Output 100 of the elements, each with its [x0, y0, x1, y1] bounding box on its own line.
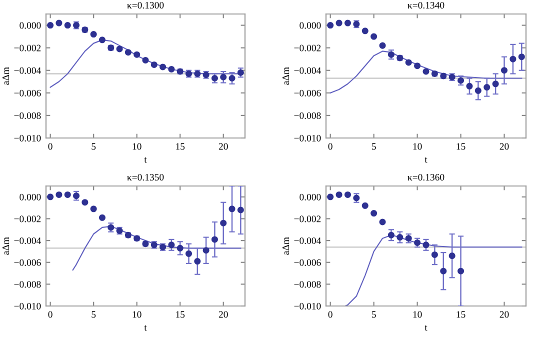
x-tick-label: 10 [413, 311, 422, 318]
point [202, 247, 210, 254]
point [492, 80, 499, 88]
y-tick-label: −0.006 [14, 259, 41, 266]
point [336, 191, 342, 198]
point [448, 252, 456, 260]
x-tick-label: 10 [413, 143, 422, 150]
y-tick-label: −0.002 [14, 216, 41, 222]
point [228, 74, 236, 82]
point [474, 87, 482, 94]
point [108, 224, 114, 231]
x-tick-label: 20 [500, 311, 509, 318]
point [379, 42, 386, 49]
point [211, 236, 218, 243]
point [98, 36, 106, 44]
x-tick-label: 10 [132, 311, 142, 318]
y-tick-label: −0.004 [14, 237, 41, 244]
point [458, 77, 464, 84]
point [370, 33, 378, 40]
point [362, 202, 368, 209]
line-series [330, 50, 522, 94]
point [150, 61, 158, 68]
x-tick-label: 15 [456, 143, 466, 150]
y-tick-label: −0.004 [14, 67, 41, 74]
point [220, 74, 227, 80]
point [414, 62, 421, 70]
line-series [72, 226, 242, 271]
point [362, 28, 368, 34]
point [73, 192, 80, 200]
point [237, 206, 244, 214]
point [370, 210, 378, 217]
y-tick-label: −0.002 [294, 44, 321, 52]
point [327, 22, 334, 29]
point [405, 235, 412, 242]
point [228, 206, 236, 212]
y-tick-label: −0.008 [14, 281, 41, 288]
point [134, 51, 140, 58]
x-tick-label: 15 [456, 311, 466, 318]
x-axis-title: t [144, 157, 147, 163]
point [414, 239, 421, 246]
y-tick-label: 0.000 [20, 22, 41, 29]
y-tick-label: −0.002 [294, 216, 321, 222]
point [422, 242, 430, 248]
point [336, 20, 342, 26]
point [396, 234, 404, 241]
y-tick-label: −0.006 [14, 90, 41, 96]
point [168, 242, 175, 248]
point [64, 22, 71, 29]
x-tick-label: 0 [48, 311, 52, 318]
point [484, 84, 490, 91]
point [422, 68, 430, 75]
x-tick-label: 0 [328, 311, 332, 318]
point [194, 258, 201, 265]
y-tick-label: −0.010 [294, 302, 321, 310]
point [440, 268, 447, 274]
y-tick-label: −0.010 [14, 302, 41, 310]
x-tick-label: 5 [372, 143, 376, 150]
x-axis-title: t [424, 325, 428, 331]
y-tick-label: −0.008 [294, 281, 321, 288]
point [47, 194, 54, 200]
x-tick-label: 5 [92, 143, 96, 150]
x-tick-label: 5 [372, 311, 376, 318]
x-tick-label: 0 [48, 143, 52, 150]
y-tick-label: 0.000 [300, 22, 321, 29]
y-tick-label: −0.006 [294, 90, 321, 96]
y-tick-label: −0.002 [14, 44, 41, 52]
chart-title: κ=0.1300 [127, 2, 164, 9]
point [501, 67, 508, 74]
y-tick-label: −0.008 [14, 112, 41, 119]
x-tick-label: 20 [218, 143, 228, 150]
point [344, 191, 351, 198]
x-tick-label: 15 [176, 143, 185, 150]
x-tick-label: 5 [92, 311, 96, 318]
point [327, 194, 334, 200]
point [124, 49, 132, 56]
point [56, 20, 62, 26]
chart-title: κ=0.1350 [127, 174, 164, 181]
x-tick-label: 0 [328, 143, 332, 150]
point [98, 214, 106, 221]
point [431, 251, 438, 258]
point [90, 31, 97, 38]
y-tick-label: −0.010 [294, 134, 321, 142]
x-tick-label: 20 [218, 311, 228, 318]
y-axis-title: aΔm [282, 237, 290, 255]
point [379, 218, 386, 226]
point [186, 250, 192, 257]
x-tick-label: 20 [500, 143, 509, 150]
point [388, 51, 394, 58]
point [142, 56, 149, 64]
point [168, 66, 175, 72]
point [160, 64, 166, 70]
chart-title: κ=0.1360 [408, 174, 444, 181]
point [90, 206, 97, 212]
y-tick-label: 0.000 [300, 194, 321, 200]
y-axis-title: aΔm [282, 67, 290, 85]
y-tick-label: −0.010 [14, 134, 41, 142]
point [237, 69, 244, 76]
x-axis-title: t [144, 325, 147, 331]
point [56, 191, 62, 198]
point [82, 199, 88, 206]
